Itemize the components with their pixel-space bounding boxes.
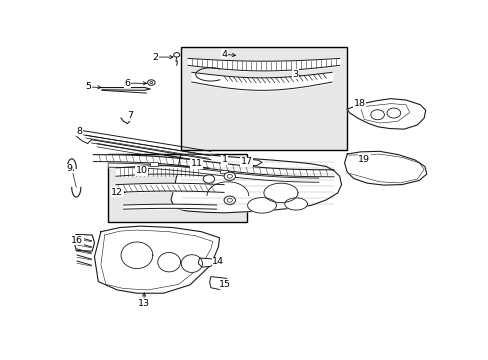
- Text: 9: 9: [67, 164, 73, 173]
- Circle shape: [149, 81, 153, 84]
- Circle shape: [147, 80, 155, 85]
- Bar: [220, 170, 227, 173]
- Polygon shape: [346, 99, 425, 129]
- Polygon shape: [344, 151, 426, 185]
- Text: 1: 1: [222, 155, 227, 164]
- Circle shape: [226, 174, 232, 178]
- Polygon shape: [206, 182, 248, 195]
- Polygon shape: [171, 154, 341, 213]
- Circle shape: [203, 175, 214, 183]
- Text: 3: 3: [292, 70, 298, 79]
- Text: 6: 6: [124, 78, 130, 87]
- Bar: [150, 162, 158, 166]
- Polygon shape: [94, 226, 219, 293]
- Polygon shape: [209, 276, 230, 289]
- Bar: [108, 154, 246, 222]
- Polygon shape: [247, 198, 276, 213]
- Text: 13: 13: [138, 299, 149, 308]
- Text: 10: 10: [136, 166, 147, 175]
- Circle shape: [226, 198, 232, 202]
- Circle shape: [224, 196, 235, 204]
- Text: 7: 7: [127, 111, 133, 120]
- Polygon shape: [284, 198, 307, 210]
- Text: 4: 4: [221, 50, 226, 59]
- Polygon shape: [121, 242, 153, 269]
- Text: 14: 14: [212, 257, 224, 266]
- Circle shape: [224, 172, 235, 180]
- Text: 5: 5: [85, 82, 91, 91]
- Text: 11: 11: [190, 159, 203, 168]
- Polygon shape: [243, 159, 262, 166]
- Text: 12: 12: [111, 188, 123, 197]
- Polygon shape: [198, 258, 214, 267]
- Text: 15: 15: [219, 280, 231, 289]
- Polygon shape: [181, 255, 202, 273]
- Circle shape: [370, 110, 384, 120]
- Bar: [180, 48, 346, 150]
- Text: 8: 8: [76, 127, 82, 136]
- Text: 2: 2: [152, 53, 158, 62]
- Text: 17: 17: [240, 157, 252, 166]
- Polygon shape: [264, 183, 297, 203]
- Polygon shape: [158, 252, 180, 272]
- Text: 19: 19: [358, 154, 369, 163]
- Circle shape: [386, 108, 400, 118]
- Circle shape: [173, 53, 180, 57]
- Text: 16: 16: [71, 235, 83, 244]
- Text: 18: 18: [353, 99, 365, 108]
